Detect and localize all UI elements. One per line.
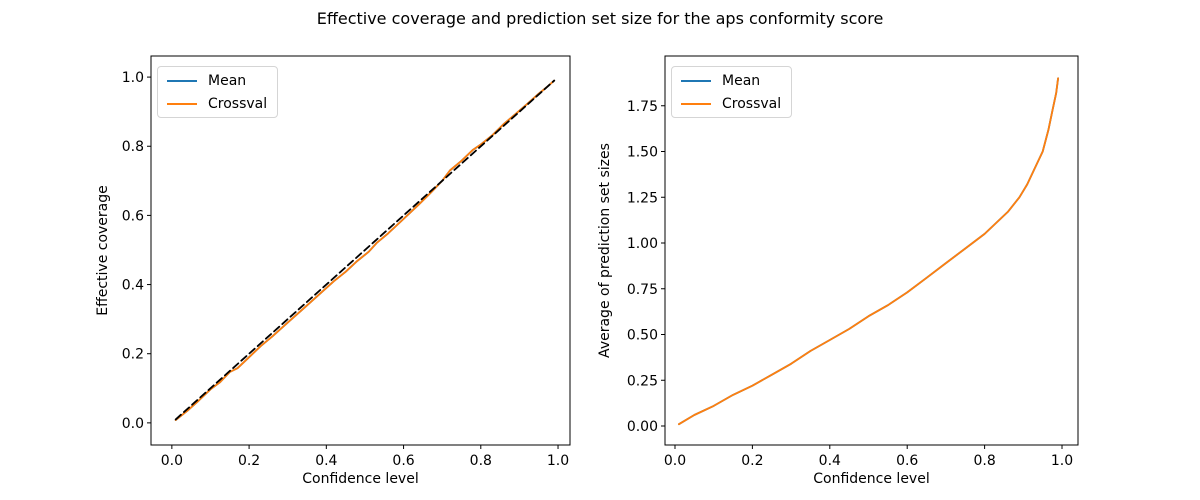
legend-label: Crossval bbox=[722, 95, 782, 112]
y-tick-label: 1.75 bbox=[627, 99, 658, 115]
axes-frame-1 bbox=[664, 55, 1079, 446]
x-tick-label: 0.4 bbox=[819, 453, 841, 469]
legend-line-swatch bbox=[167, 79, 197, 82]
reference-diagonal-line bbox=[174, 79, 556, 421]
legend-label: Crossval bbox=[208, 95, 268, 112]
x-axis-label: Confidence level bbox=[813, 471, 929, 487]
legend-line-swatch bbox=[681, 79, 711, 82]
x-tick-label: 0.6 bbox=[392, 453, 414, 469]
x-tick-label: 0.4 bbox=[315, 453, 337, 469]
legend-label: Mean bbox=[208, 72, 247, 89]
y-tick-label: 0.6 bbox=[122, 208, 144, 224]
y-tick-label: 0.0 bbox=[122, 416, 144, 432]
y-tick-label: 0.2 bbox=[122, 347, 144, 363]
y-tick-label: 1.0 bbox=[122, 70, 144, 86]
legend-entry: Mean bbox=[167, 72, 267, 89]
x-tick-label: 1.0 bbox=[547, 453, 569, 469]
x-tick-label: 0.0 bbox=[664, 453, 686, 469]
series-line-crossval bbox=[174, 79, 556, 421]
legend-entry: Mean bbox=[681, 72, 781, 89]
legend-line-swatch bbox=[681, 102, 711, 105]
x-axis-label: Confidence level bbox=[302, 471, 418, 487]
y-tick-label: 0.75 bbox=[627, 282, 658, 298]
y-tick-label: 0.4 bbox=[122, 278, 144, 294]
y-tick-label: 0.00 bbox=[627, 419, 658, 435]
x-tick-label: 0.6 bbox=[896, 453, 918, 469]
legend: Mean Crossval bbox=[671, 66, 793, 118]
y-tick-label: 1.00 bbox=[627, 236, 658, 252]
x-tick-label: 0.8 bbox=[973, 453, 995, 469]
y-axis-label: Average of prediction set sizes bbox=[597, 143, 613, 358]
y-tick-label: 0.50 bbox=[627, 328, 658, 344]
y-tick-label: 1.50 bbox=[627, 145, 658, 161]
x-tick-label: 0.2 bbox=[238, 453, 260, 469]
y-tick-label: 0.25 bbox=[627, 373, 658, 389]
y-axis-label: Effective coverage bbox=[95, 185, 111, 316]
legend: Mean Crossval bbox=[157, 66, 279, 118]
legend-label: Mean bbox=[722, 72, 761, 89]
legend-entry: Crossval bbox=[167, 95, 267, 112]
series-line-crossval bbox=[678, 77, 1059, 426]
x-tick-label: 0.8 bbox=[470, 453, 492, 469]
y-tick-label: 1.25 bbox=[627, 190, 658, 206]
x-tick-label: 1.0 bbox=[1051, 453, 1073, 469]
figure-title: Effective coverage and prediction set si… bbox=[316, 9, 884, 28]
x-tick-label: 0.2 bbox=[741, 453, 763, 469]
legend-line-swatch bbox=[167, 102, 197, 105]
legend-entry: Crossval bbox=[681, 95, 781, 112]
axes-frame-0 bbox=[150, 55, 571, 446]
y-tick-label: 0.8 bbox=[122, 139, 144, 155]
x-tick-label: 0.0 bbox=[161, 453, 183, 469]
series-line-mean bbox=[678, 77, 1059, 426]
